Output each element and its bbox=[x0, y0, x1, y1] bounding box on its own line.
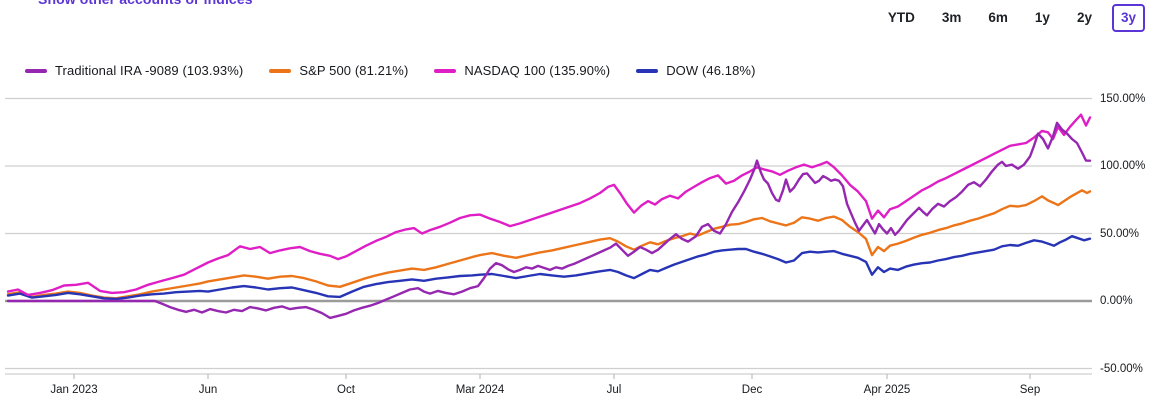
legend-item-4: DOW (46.18%) bbox=[636, 63, 755, 78]
legend-label: Traditional IRA -9089 (103.93%) bbox=[55, 63, 244, 78]
x-axis-label: Mar 2024 bbox=[455, 384, 505, 396]
y-axis-label: 100.00% bbox=[1100, 160, 1146, 172]
legend-label: S&P 500 (81.21%) bbox=[299, 63, 409, 78]
range-button-3y[interactable]: 3y bbox=[1111, 4, 1145, 32]
chart-legend: Traditional IRA -9089 (103.93%) S&P 500 (… bbox=[25, 63, 756, 78]
y-axis-label: 0.00% bbox=[1100, 295, 1133, 307]
series-line-s-p-500 bbox=[6, 189, 1092, 300]
range-button-6m[interactable]: 6m bbox=[981, 5, 1015, 31]
time-range-selector: YTD 3m 6m 1y 2y 3y bbox=[881, 4, 1145, 32]
legend-item-3: NASDAQ 100 (135.90%) bbox=[434, 63, 610, 78]
y-axis-label: 50.00% bbox=[1100, 227, 1140, 240]
range-button-1y[interactable]: 1y bbox=[1028, 5, 1057, 31]
y-axis-label: -50.00% bbox=[1100, 362, 1143, 375]
legend-label: DOW (46.18%) bbox=[666, 63, 756, 78]
show-accounts-link[interactable]: Show other accounts or indices bbox=[38, 0, 253, 7]
x-axis-label: Jan 2023 bbox=[50, 384, 98, 396]
range-button-3m[interactable]: 3m bbox=[935, 5, 969, 31]
x-axis-label: Dec bbox=[741, 384, 763, 396]
x-axis-label: Sep bbox=[1019, 384, 1041, 396]
legend-item-2: S&P 500 (81.21%) bbox=[269, 63, 408, 78]
legend-swatch bbox=[269, 68, 292, 73]
x-axis-label: Jun bbox=[198, 384, 218, 396]
x-axis-label: Jul bbox=[606, 384, 622, 396]
x-axis-label: Oct bbox=[337, 384, 355, 396]
series-line-dow bbox=[6, 234, 1092, 301]
legend-swatch bbox=[636, 68, 659, 73]
legend-item-1: Traditional IRA -9089 (103.93%) bbox=[25, 63, 243, 78]
legend-swatch bbox=[434, 68, 457, 73]
y-axis-label: 150.00% bbox=[1100, 92, 1146, 105]
series-line-traditional-ira-9089 bbox=[6, 121, 1092, 320]
series-line-nasdaq-100 bbox=[6, 113, 1092, 297]
x-axis-label: Apr 2025 bbox=[863, 384, 911, 396]
legend-label: NASDAQ 100 (135.90%) bbox=[464, 63, 611, 78]
range-button-2y[interactable]: 2y bbox=[1070, 5, 1099, 31]
legend-swatch bbox=[25, 68, 47, 73]
range-button-ytd[interactable]: YTD bbox=[881, 5, 922, 31]
